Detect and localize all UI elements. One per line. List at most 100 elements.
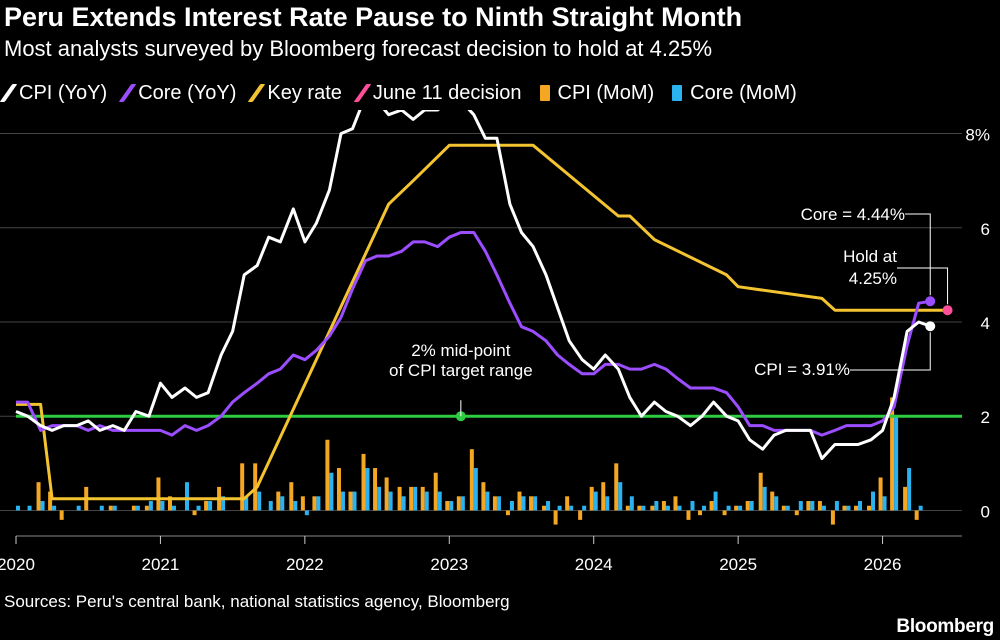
annotation-core-leader [905,213,931,296]
x-tick-label: 2020 [0,555,35,570]
bar-core-mom [293,501,298,511]
bar-cpi-mom [433,472,438,511]
bar-cpi-mom [289,482,294,511]
legend-swatch-core-mom [672,85,683,101]
bar-core-mom [738,505,743,511]
bar-core-mom [810,501,815,511]
bar-cpi-mom [325,439,330,511]
legend-swatch-decision [353,84,372,102]
bar-cpi-mom [505,510,510,516]
bar-core-mom [424,491,429,511]
bar-core-mom [569,505,574,511]
bar-cpi-mom [300,496,305,511]
bar-cpi-mom [542,505,547,511]
bar-core-mom [726,505,731,511]
y-tick-label: 8% [965,126,990,145]
bar-core-mom [76,505,81,511]
annotation-core: Core = 4.44% [801,205,905,224]
bar-cpi-mom [469,449,474,511]
y-tick-label: 2 [981,408,990,427]
grid-lines [0,133,962,511]
bar-core-mom [40,501,45,511]
bar-core-mom [257,491,262,511]
bar-cpi-mom [673,496,678,511]
y-axis-ticks: 0 2 4 6 8% [965,126,990,522]
bar-cpi-mom [903,486,908,511]
legend-label-key-rate: Key rate [267,81,342,104]
bar-cpi-mom [637,505,642,511]
legend-item-core-mom: Core (MoM) [672,82,797,105]
bar-cpi-mom [758,472,763,511]
bar-core-mom [641,505,646,511]
bar-core-mom [496,496,501,511]
bar-core-mom [449,501,454,511]
bar-cpi-mom [156,477,161,511]
bar-cpi-mom [36,482,41,511]
bar-core-mom [365,468,370,511]
legend-label-cpi-yoy: CPI (YoY) [19,81,108,104]
bar-cpi-mom [745,501,750,511]
bar-core-mom [533,496,538,511]
bar-cpi-mom [817,501,822,511]
bar-cpi-mom [276,491,281,511]
bar-cpi-mom [167,496,172,511]
legend-swatch-cpi-mom [539,85,550,101]
annotation-cpi-leader [850,332,931,371]
legend-swatch-cpi-yoy [0,84,18,102]
bar-core-mom [27,505,32,511]
bar-cpi-mom [854,505,859,511]
cpi-end-marker [925,321,936,332]
bar-core-mom [208,501,213,511]
legend-item-cpi-mom: CPI (MoM) [539,82,654,105]
bar-cpi-mom [878,477,883,511]
bar-core-mom [413,486,418,511]
bar-core-mom [160,501,165,511]
bar-core-mom [546,501,551,511]
bar-core-mom [582,505,587,511]
mom-bars [16,397,923,525]
annotation-cpi: CPI = 3.91% [754,360,850,379]
bar-core-mom [316,496,321,511]
bar-cpi-mom [59,510,64,520]
bar-core-mom [329,472,334,511]
bar-cpi-mom [361,453,366,511]
bar-core-mom [557,505,562,511]
bar-core-mom [485,491,490,511]
bar-cpi-mom [529,496,534,511]
legend-label-decision: June 11 decision [372,81,522,104]
bar-cpi-mom [709,501,714,511]
bar-core-mom [618,482,623,511]
legend-label-core-mom: Core (MoM) [690,81,797,104]
bar-cpi-mom [192,510,197,516]
bar-cpi-mom [601,482,606,511]
bar-core-mom [894,416,899,511]
bloomberg-logo: Bloomberg [896,616,994,637]
bar-cpi-mom [481,482,486,511]
bar-core-mom [871,491,876,511]
bar-core-mom [713,491,718,511]
bar-core-mom [677,505,682,511]
x-tick-label: 2022 [286,555,324,570]
x-axis: 2020 2021 2022 2023 2024 2025 2026 [0,535,962,570]
bar-core-mom [858,501,863,511]
bar-cpi-mom [108,505,113,511]
core-end-marker [925,296,936,307]
bar-core-mom [244,496,249,511]
legend-label-core-yoy: Core (YoY) [138,81,237,104]
bar-cpi-mom [890,397,895,511]
bar-core-mom [340,491,345,511]
bar-cpi-mom [336,468,341,511]
bar-core-mom [135,505,140,511]
bar-core-mom [762,486,767,511]
x-tick-label: 2026 [864,555,902,570]
x-tick-label: 2023 [430,555,468,570]
bar-cpi-mom [144,505,149,511]
bar-cpi-mom [420,486,425,511]
bar-cpi-mom [781,505,786,511]
bar-cpi-mom [553,510,558,525]
bar-cpi-mom [348,491,353,511]
x-tick-label: 2024 [575,555,613,570]
bar-core-mom [377,486,382,511]
